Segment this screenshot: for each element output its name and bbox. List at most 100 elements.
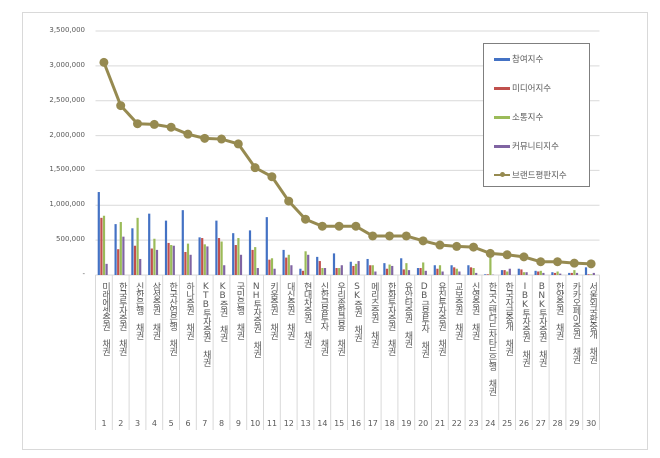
x-category-number: 12: [283, 419, 294, 428]
bar-참여지수-8: [215, 220, 218, 275]
y-tick-label: 2,500,000: [49, 95, 85, 104]
x-category-label: KTB투자증권 채권: [200, 282, 211, 366]
legend-label: 커뮤니티지수: [512, 142, 559, 152]
y-tick-label: 3,500,000: [49, 26, 85, 34]
legend-dot-icon: [500, 172, 505, 177]
x-category-label: 신한은행 채권: [133, 282, 144, 339]
x-category-label: 한국투자증권 채권: [116, 282, 127, 355]
bar-참여지수-13: [299, 268, 302, 275]
y-tick-label: 3,000,000: [49, 60, 85, 69]
bar-커뮤니티지수-26: [525, 272, 528, 275]
bar-미디어지수-23: [469, 267, 473, 275]
line-point-5: [166, 122, 176, 132]
line-point-30: [586, 259, 596, 269]
x-category-number: 20: [418, 419, 429, 428]
bar-참여지수-10: [248, 230, 252, 275]
bar-소통지수-18: [388, 264, 391, 275]
bar-미디어지수-20: [419, 268, 422, 275]
x-category-number: 15: [334, 419, 345, 428]
line-point-15: [334, 221, 344, 231]
line-point-27: [536, 257, 546, 267]
bar-미디어지수-9: [234, 245, 237, 275]
line-point-26: [519, 252, 529, 262]
bar-참여지수-14: [316, 256, 319, 275]
x-category-label: 키움증권 채권: [268, 282, 278, 339]
x-category-label: 유진투자증권 채권: [436, 282, 446, 355]
line-point-6: [183, 129, 193, 139]
x-category-label: 교보증권 채권: [452, 282, 463, 339]
x-category-number: 17: [367, 419, 378, 428]
y-tick-label: -: [82, 270, 85, 278]
bar-소통지수-2: [119, 222, 122, 275]
line-point-18: [385, 231, 394, 241]
bar-소통지수-24: [489, 254, 492, 275]
x-category-number: 6: [185, 419, 191, 428]
x-category-number: 5: [168, 419, 174, 428]
bar-참여지수-18: [383, 263, 386, 275]
x-category-number: 2: [118, 419, 124, 428]
bar-미디어지수-21: [436, 268, 439, 275]
bar-참여지수-11: [265, 217, 268, 275]
bar-미디어지수-17: [369, 265, 372, 275]
bar-소통지수-26: [522, 272, 526, 275]
bar-커뮤니티지수-9: [239, 254, 243, 275]
bar-참여지수-19: [400, 258, 403, 275]
line-point-1: [99, 57, 109, 67]
bar-참여지수-5: [164, 220, 168, 275]
x-category-label: 우리종합금융 채권: [335, 282, 346, 355]
bar-커뮤니티지수-10: [256, 268, 259, 275]
line-point-20: [418, 236, 428, 246]
bar-커뮤니티지수-16: [357, 261, 360, 275]
bar-참여지수-20: [416, 268, 420, 275]
bar-소통지수-15: [338, 268, 341, 275]
bar-커뮤니티지수-4: [155, 249, 159, 275]
bar-미디어지수-28: [553, 272, 557, 275]
bar-소통지수-11: [270, 258, 274, 275]
bar-미디어지수-5: [167, 242, 170, 275]
x-category-number: 24: [485, 419, 496, 428]
bar-미디어지수-7: [201, 238, 204, 275]
x-category-number: 27: [535, 419, 546, 428]
bar-미디어지수-27: [537, 271, 540, 275]
bar-참여지수-30: [584, 267, 588, 275]
x-category-label: 한국스탠다드차타드은행 채권: [486, 282, 497, 395]
bar-참여지수-21: [433, 265, 436, 275]
bar-미디어지수-12: [285, 257, 288, 275]
x-category-number: 10: [250, 419, 261, 428]
line-point-12: [284, 196, 294, 206]
x-category-number: 28: [552, 419, 563, 428]
bar-커뮤니티지수-17: [374, 271, 377, 275]
x-category-number: 9: [235, 419, 241, 428]
line-point-25: [502, 250, 512, 260]
legend-swatch-icon: [494, 57, 510, 61]
x-category-label: 신영증권 채권: [469, 282, 480, 339]
x-category-label: 한화투자증권 채권: [385, 282, 396, 355]
legend-swatch-icon: [494, 115, 510, 119]
legend-label: 미디어지수: [512, 84, 552, 94]
bar-참여지수-6: [181, 210, 184, 275]
line-point-29: [569, 258, 579, 268]
x-category-label: DB금융투자 채권: [419, 282, 430, 357]
bar-소통지수-4: [153, 238, 156, 275]
x-category-label: 미래에셋증권 채권: [100, 282, 110, 355]
x-category-number: 29: [569, 419, 580, 428]
x-category-label: 한국자금중개 채권: [503, 282, 514, 355]
bar-소통지수-23: [472, 268, 475, 275]
bar-소통지수-20: [422, 262, 425, 275]
bar-커뮤니티지수-20: [424, 270, 427, 275]
chart-frame: [22, 12, 648, 450]
bar-커뮤니티지수-12: [290, 265, 293, 275]
legend-label: 참여지수: [512, 55, 544, 65]
bar-커뮤니티지수-15: [340, 265, 343, 275]
bar-커뮤니티지수-21: [441, 271, 444, 275]
bar-커뮤니티지수-3: [139, 258, 142, 275]
bar-커뮤니티지수-25: [508, 268, 511, 275]
x-category-number: 11: [266, 419, 278, 428]
bar-미디어지수-8: [217, 238, 221, 275]
bar-소통지수-16: [354, 263, 358, 275]
bar-소통지수-27: [539, 270, 542, 275]
bar-소통지수-17: [371, 265, 374, 275]
bar-소통지수-3: [136, 217, 139, 275]
x-category-number: 25: [502, 419, 513, 428]
x-category-label: SK증권 채권: [352, 282, 362, 341]
